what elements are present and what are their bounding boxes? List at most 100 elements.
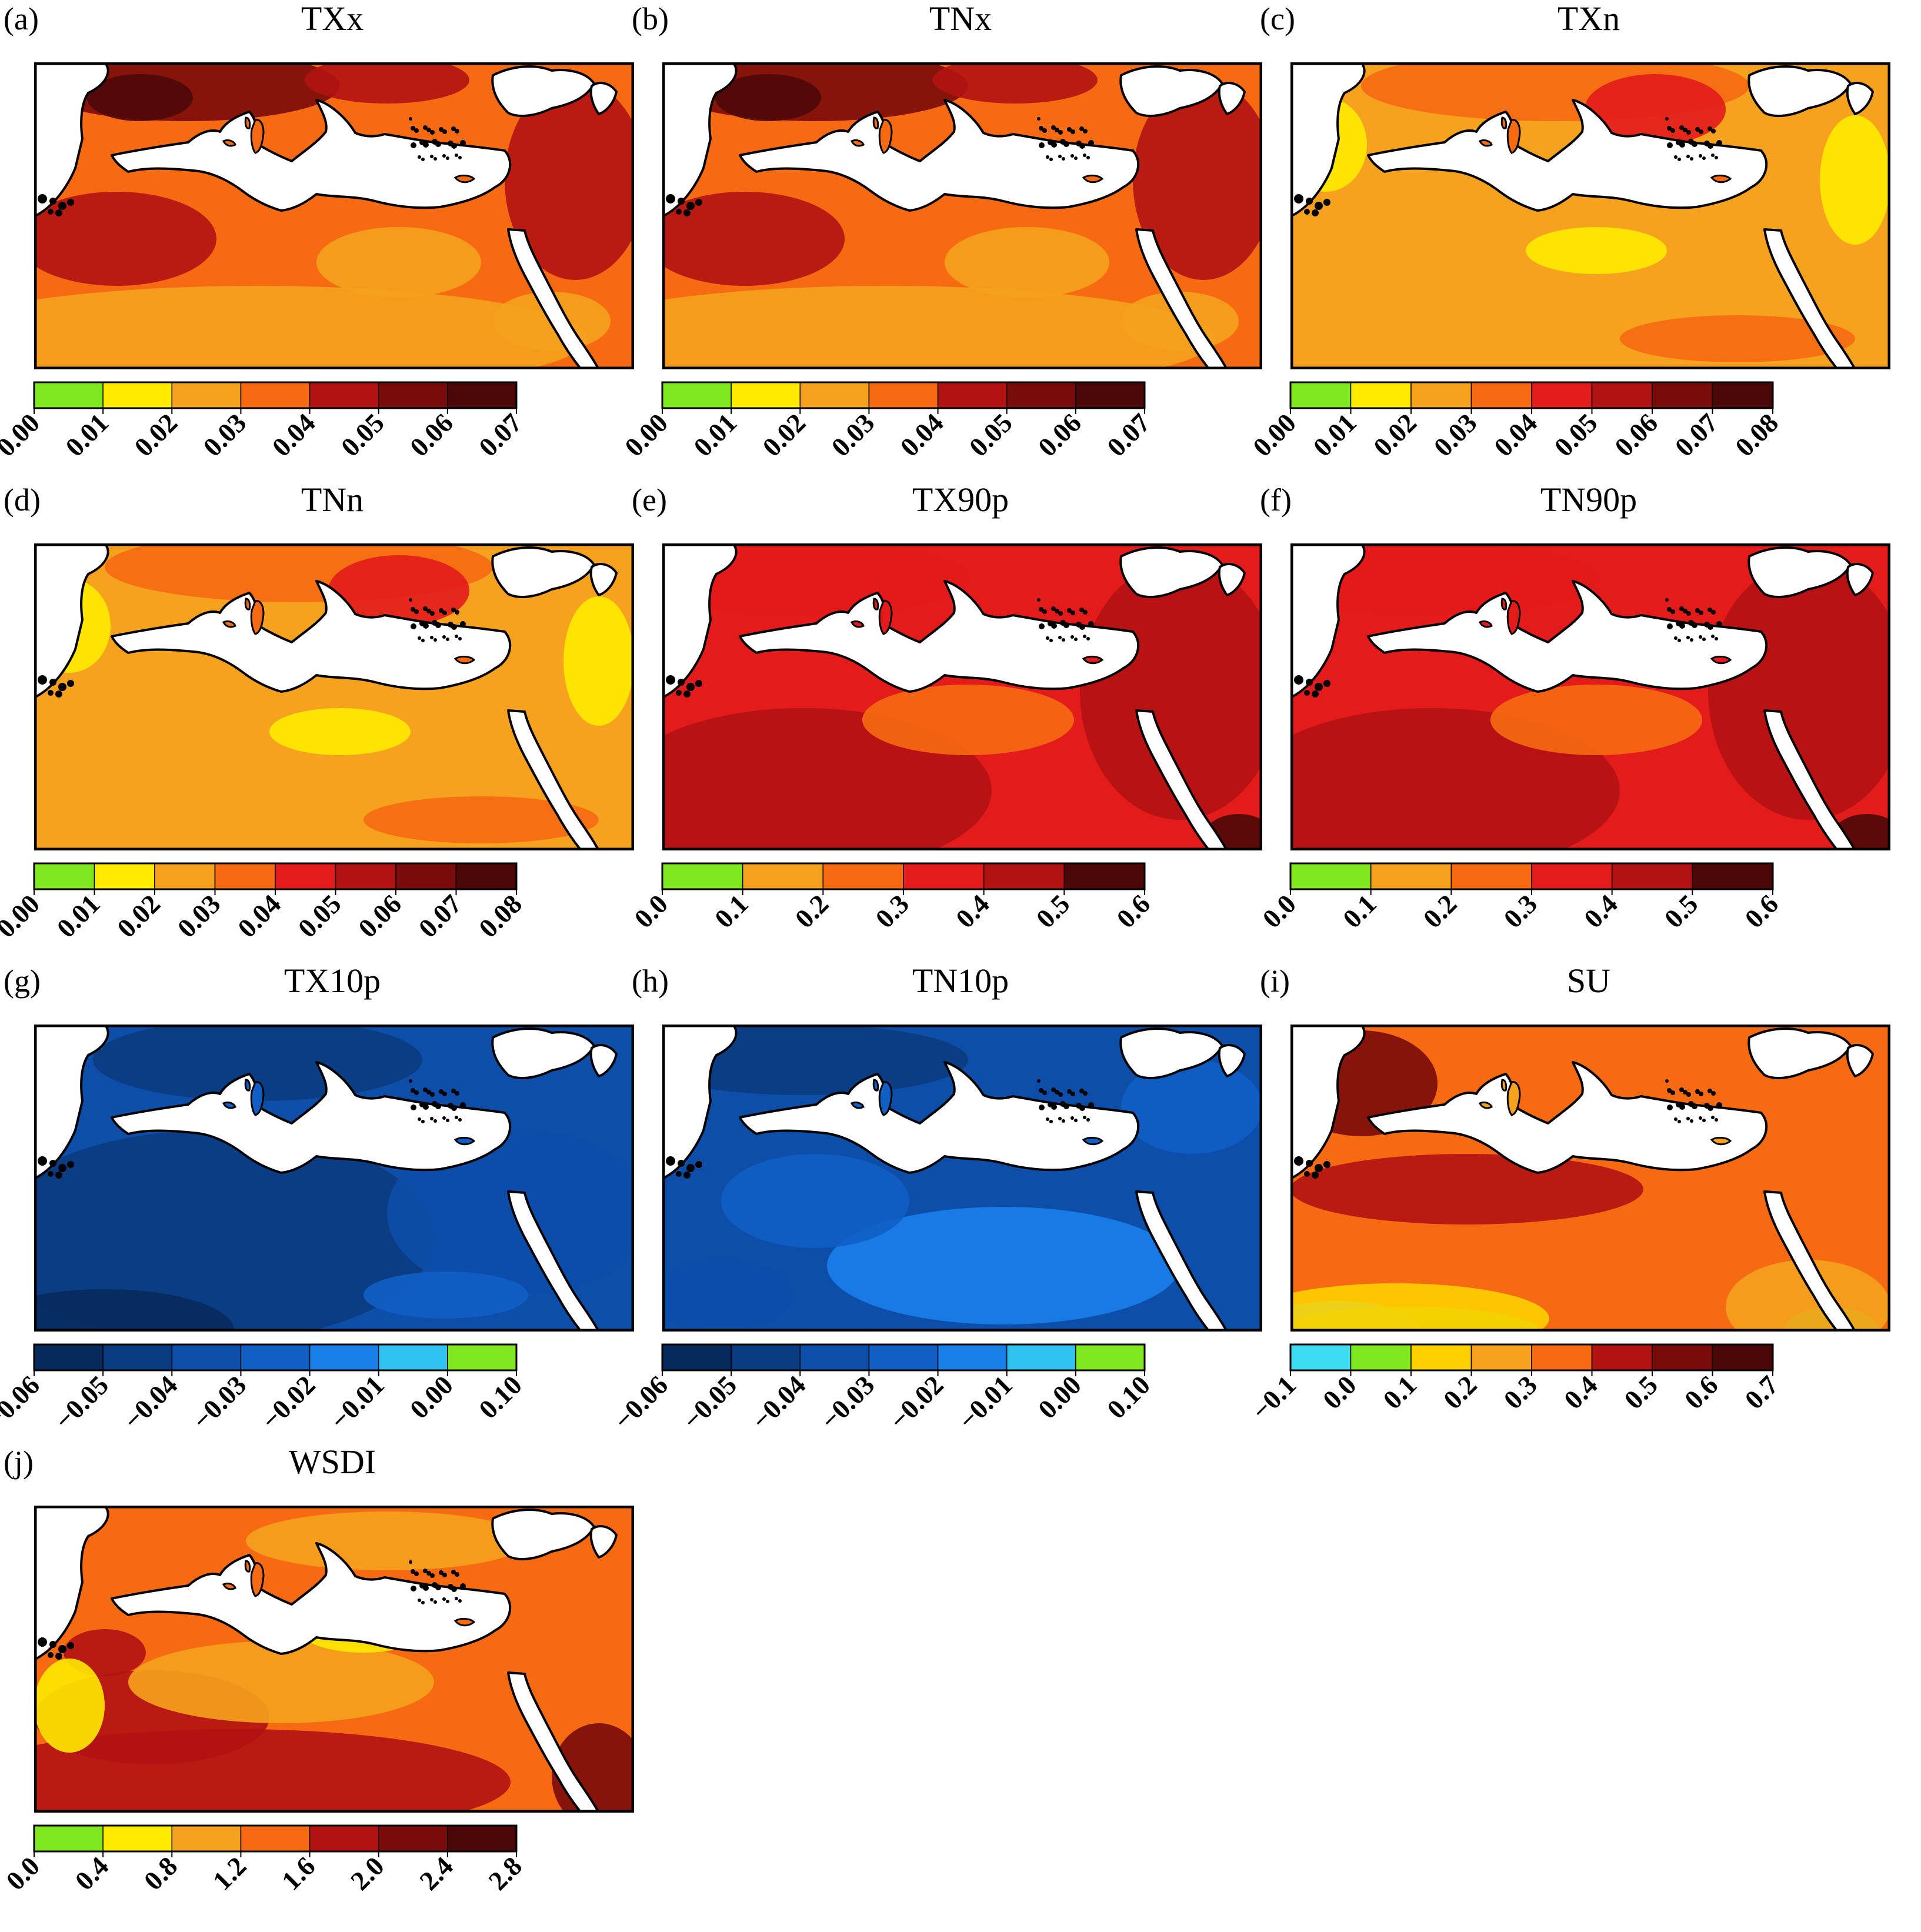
svg-text:0.01: 0.01 — [51, 889, 106, 943]
svg-text:0.00: 0.00 — [619, 408, 673, 462]
map-panel-i — [1290, 1025, 1890, 1332]
svg-text:0.4: 0.4 — [950, 889, 995, 934]
svg-text:0.4: 0.4 — [69, 1851, 114, 1896]
panel-letter: (j) — [4, 1444, 34, 1480]
svg-text:0.02: 0.02 — [1368, 408, 1422, 462]
svg-text:0.0: 0.0 — [1256, 889, 1302, 934]
svg-text:0.06: 0.06 — [404, 408, 459, 462]
svg-text:0.01: 0.01 — [1308, 408, 1362, 462]
svg-text:0.3: 0.3 — [1498, 889, 1543, 934]
svg-text:0.1: 0.1 — [1337, 889, 1382, 934]
svg-text:0.00: 0.00 — [404, 1370, 459, 1424]
svg-text:0.4: 0.4 — [1578, 889, 1623, 934]
svg-text:−0.04: −0.04 — [746, 1370, 812, 1436]
panel-letter: (c) — [1260, 1, 1295, 36]
svg-text:0.0: 0.0 — [1317, 1370, 1362, 1415]
map-panel-g — [34, 1025, 634, 1332]
svg-text:0.6: 0.6 — [1110, 889, 1156, 934]
colorbar-panel-i: −0.1 0.0 0.1 0.2 0.3 0.4 0.5 0.6 0.7 — [1246, 1343, 1784, 1426]
svg-text:0.00: 0.00 — [1247, 408, 1302, 462]
svg-text:0.10: 0.10 — [473, 1370, 528, 1424]
colorbar-panel-j: 0.0 0.4 0.8 1.2 1.6 2.0 2.4 2.8 — [0, 1824, 528, 1896]
svg-text:0.03: 0.03 — [1428, 408, 1483, 462]
colorbar-panel-d: 0.00 0.01 0.02 0.03 0.04 0.05 0.06 0.07 0.08 — [0, 862, 528, 943]
svg-text:−0.01: −0.01 — [324, 1370, 390, 1436]
svg-text:0.03: 0.03 — [198, 408, 252, 462]
panel-i: (i) SU −0.1 0.0 0.1 0.2 0.3 0.4 0.5 0.6 0.7 — [1246, 962, 1890, 1433]
svg-text:0.07: 0.07 — [413, 889, 468, 943]
svg-text:−0.06: −0.06 — [0, 1370, 45, 1436]
svg-text:−0.01: −0.01 — [952, 1370, 1018, 1436]
svg-text:0.2: 0.2 — [1438, 1370, 1483, 1415]
colorbar-panel-h: −0.06 −0.05 −0.04 −0.03 −0.02 −0.01 0.00 0.10 — [608, 1343, 1156, 1436]
svg-text:0.8: 0.8 — [138, 1851, 184, 1896]
svg-text:0.5: 0.5 — [1659, 889, 1704, 934]
svg-text:2.0: 2.0 — [345, 1851, 390, 1896]
panel-c: (c) TXn 0.00 0.01 0.02 0.03 0.04 0.05 0.06 0.07… — [1247, 0, 1890, 471]
map-panel-a — [34, 62, 634, 369]
panel-title: WSDI — [288, 1443, 376, 1481]
panel-title: TXx — [301, 0, 364, 38]
svg-text:0.08: 0.08 — [473, 889, 528, 943]
panel-letter: (a) — [4, 1, 39, 36]
svg-text:0.08: 0.08 — [1729, 408, 1784, 462]
svg-text:0.00: 0.00 — [0, 408, 45, 462]
svg-text:0.06: 0.06 — [352, 889, 407, 943]
panel-letter: (h) — [632, 963, 669, 999]
panel-letter: (d) — [4, 482, 41, 518]
svg-text:0.2: 0.2 — [789, 889, 835, 934]
svg-text:0.00: 0.00 — [1032, 1370, 1087, 1424]
svg-text:0.05: 0.05 — [963, 408, 1018, 462]
svg-text:0.0: 0.0 — [628, 889, 673, 934]
svg-text:0.4: 0.4 — [1558, 1370, 1603, 1415]
colorbar-panel-f: 0.0 0.1 0.2 0.3 0.4 0.5 0.6 — [1256, 862, 1784, 934]
map-panel-e — [662, 543, 1262, 850]
panel-d: (d) TNn 0.00 0.01 0.02 0.03 0.04 0.05 0.06 0.07… — [0, 481, 634, 952]
panel-title: TX90p — [912, 481, 1009, 519]
svg-text:−0.03: −0.03 — [815, 1370, 881, 1436]
panel-title: TNn — [301, 481, 364, 519]
map-panel-j — [34, 1506, 634, 1813]
svg-text:0.03: 0.03 — [172, 889, 226, 943]
svg-text:0.0: 0.0 — [0, 1851, 45, 1896]
svg-text:0.1: 0.1 — [1377, 1370, 1422, 1415]
svg-text:1.6: 1.6 — [276, 1851, 321, 1896]
svg-text:0.3: 0.3 — [1498, 1370, 1543, 1415]
svg-text:−0.03: −0.03 — [186, 1370, 252, 1436]
panel-letter: (i) — [1260, 963, 1290, 999]
colorbar-panel-a: 0.00 0.01 0.02 0.03 0.04 0.05 0.06 0.07 — [0, 381, 528, 462]
panel-letter: (g) — [4, 963, 41, 999]
svg-text:0.1: 0.1 — [709, 889, 754, 934]
colorbar-panel-e: 0.0 0.1 0.2 0.3 0.4 0.5 0.6 — [628, 862, 1156, 934]
svg-text:0.04: 0.04 — [1488, 408, 1543, 462]
svg-text:2.4: 2.4 — [413, 1851, 459, 1896]
svg-text:0.5: 0.5 — [1618, 1370, 1663, 1415]
panel-title: TXn — [1557, 0, 1620, 38]
colorbar-panel-b: 0.00 0.01 0.02 0.03 0.04 0.05 0.06 0.07 — [619, 381, 1156, 462]
svg-text:0.7: 0.7 — [1739, 1370, 1784, 1415]
panel-f: (f) TN90p 0.0 0.1 0.2 0.3 0.4 0.5 0.6 — [1256, 481, 1890, 952]
panel-title: TN10p — [912, 962, 1009, 1000]
svg-text:0.02: 0.02 — [756, 408, 811, 462]
panel-title: TX10p — [284, 962, 381, 1000]
svg-text:0.00: 0.00 — [0, 889, 45, 943]
svg-text:0.6: 0.6 — [1679, 1370, 1724, 1415]
svg-text:0.04: 0.04 — [895, 408, 949, 462]
map-panel-b — [662, 62, 1262, 369]
panel-g: (g) TX10p −0.06 −0.05 −0.04 −0.03 −0.02 −0.01… — [0, 962, 634, 1436]
panel-b: (b) TNx 0.00 0.01 0.02 0.03 0.04 0.05 0.06 0.07 — [619, 0, 1262, 471]
svg-text:−0.04: −0.04 — [118, 1370, 184, 1436]
svg-text:−0.06: −0.06 — [608, 1370, 674, 1436]
svg-text:−0.1: −0.1 — [1246, 1370, 1302, 1426]
panel-title: TNx — [929, 0, 992, 38]
svg-text:−0.02: −0.02 — [883, 1370, 949, 1436]
svg-text:0.03: 0.03 — [826, 408, 881, 462]
colorbar-panel-c: 0.00 0.01 0.02 0.03 0.04 0.05 0.06 0.07 0.08 — [1247, 381, 1784, 462]
svg-text:−0.02: −0.02 — [255, 1370, 321, 1436]
svg-text:0.2: 0.2 — [1418, 889, 1463, 934]
svg-text:−0.05: −0.05 — [677, 1370, 743, 1436]
svg-text:0.01: 0.01 — [688, 408, 742, 462]
svg-text:0.10: 0.10 — [1101, 1370, 1156, 1424]
svg-text:0.04: 0.04 — [266, 408, 321, 462]
panel-title: SU — [1566, 962, 1611, 1000]
